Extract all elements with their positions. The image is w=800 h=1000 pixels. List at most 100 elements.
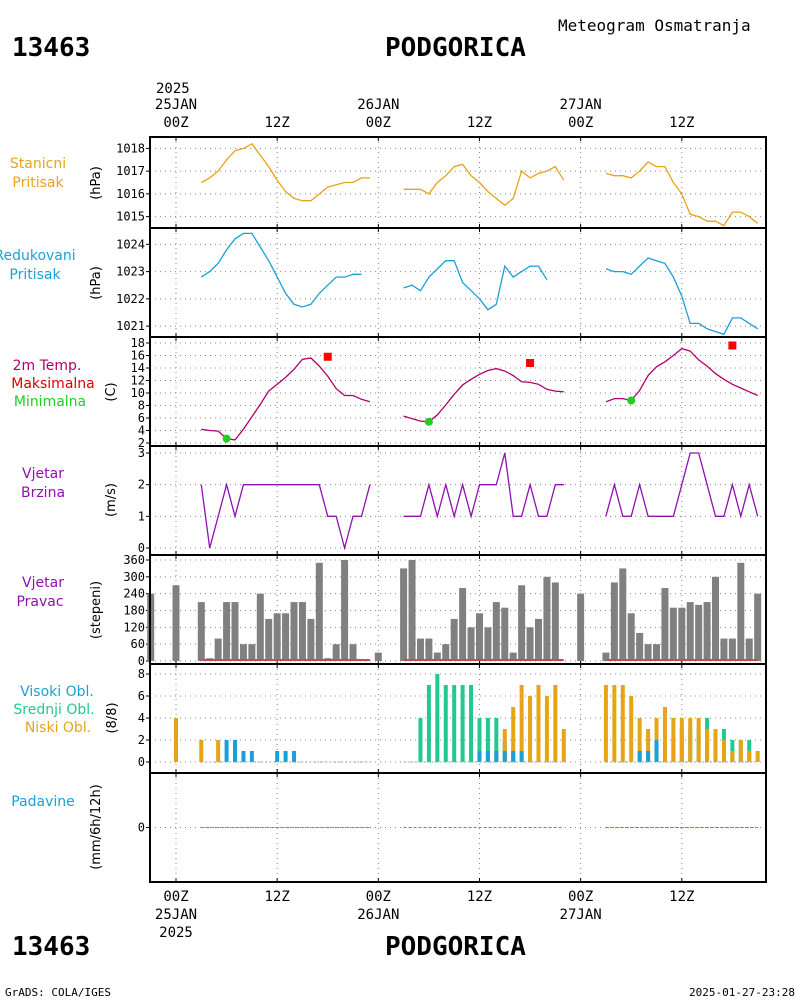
label-pressure-2: Pritisak (12, 175, 64, 191)
cloud-bar (528, 696, 533, 762)
unit-precip: (mm/6h/12h) (89, 784, 104, 870)
direction-bar (265, 618, 273, 661)
bottom-date-label: 27JAN (560, 907, 602, 923)
label-direction: Vjetar Pravac (16, 575, 64, 610)
direction-bar (492, 602, 500, 661)
label-temp-1: 2m Temp. (13, 358, 82, 374)
cloud-bar (561, 729, 566, 762)
direction-bar (509, 652, 517, 661)
direction-bar (425, 638, 433, 661)
y-tick-label: 1018 (116, 141, 145, 155)
cloud-bar (646, 729, 651, 762)
label-direction-2: Pravac (16, 594, 63, 610)
cloud-bar (435, 674, 440, 762)
label-pressure: Stanicni Pritisak (10, 156, 66, 191)
cloud-bar (460, 685, 465, 762)
direction-bar (290, 602, 298, 661)
label-reduced-1: Redukovani (0, 248, 76, 264)
tmax-point (728, 341, 737, 350)
label-reduced-2: Pritisak (9, 267, 61, 283)
direction-bar (703, 602, 711, 661)
station-name-bottom: PODGORICA (385, 932, 526, 962)
cloud-bar (612, 685, 617, 762)
y-tick-label: 180 (123, 604, 145, 618)
cloud-bar (216, 740, 221, 762)
panel-pressure: 1015 1016 1017 1018 (116, 136, 767, 229)
panel-frame (149, 772, 767, 883)
y-tick-label: 2 (138, 436, 145, 450)
cloud-bar (292, 751, 297, 762)
panel-frame (149, 227, 767, 338)
cloud-bar (519, 685, 524, 762)
label-reduced: Redukovani Pritisak (0, 248, 76, 283)
cloud-bar (283, 751, 288, 762)
y-tick-label: 16 (131, 349, 145, 363)
bottom-year-label: 2025 (159, 925, 193, 941)
top-time-axis: 25JAN 00Z 12Z 26JAN 00Z 12Z 27JAN 00Z 12Z (155, 97, 695, 131)
label-clouds-low: Niski Obl. (25, 720, 91, 736)
direction-bar (374, 652, 382, 661)
label-speed: Vjetar Brzina (21, 466, 65, 501)
cloud-bar (544, 696, 549, 762)
panel-clouds: 0 2 4 6 8 (138, 663, 767, 774)
direction-bar (341, 560, 349, 661)
direction-bar (577, 593, 585, 661)
direction-bar (543, 576, 551, 661)
label-temp: 2m Temp. Maksimalna Minimalna (11, 358, 95, 410)
direction-bar (737, 562, 745, 661)
cloud-bar (199, 740, 204, 762)
label-precip-1: Padavine (11, 794, 75, 810)
station-name-top: PODGORICA (385, 33, 526, 63)
label-temp-min: Minimalna (14, 394, 86, 410)
series-line-reduced (605, 257, 759, 336)
label-speed-2: Brzina (21, 485, 65, 501)
y-tick-label: 0 (138, 755, 145, 769)
label-speed-1: Vjetar (22, 466, 64, 482)
y-tick-label: 8 (138, 667, 145, 681)
direction-bar (644, 644, 652, 661)
top-date-label: 25JAN (155, 97, 197, 113)
station-id-top: 13463 (12, 33, 90, 63)
y-tick-label: 1017 (116, 164, 145, 178)
series-line-pressure (605, 161, 759, 227)
y-tick-label: 120 (123, 620, 145, 634)
cloud-bar (721, 740, 726, 762)
direction-bar (214, 638, 222, 661)
direction-bar (282, 613, 290, 661)
y-tick-label: 12 (131, 374, 145, 388)
tmax-point (323, 352, 332, 361)
direction-bar (484, 627, 492, 661)
direction-bar (475, 613, 483, 661)
cloud-bar (738, 740, 743, 762)
tmin-point (222, 434, 231, 443)
direction-bar (248, 644, 256, 661)
direction-bar (450, 618, 458, 661)
cloud-bar (502, 751, 507, 762)
cloud-bar (249, 751, 254, 762)
unit-temp: (C) (104, 382, 119, 401)
y-tick-label: 0 (138, 654, 145, 668)
cloud-bar (637, 751, 642, 762)
cloud-bar (671, 718, 676, 762)
direction-bar (653, 644, 661, 661)
direction-bar (518, 585, 526, 661)
cloud-bar (443, 685, 448, 762)
series-line-speed (200, 482, 371, 551)
bottom-hour-label: 12Z (265, 889, 290, 905)
panel-precip: 0 (138, 772, 767, 883)
cloud-bar (477, 718, 482, 762)
unit-clouds: (8/8) (105, 702, 120, 733)
cloud-bar (502, 729, 507, 762)
direction-bar (602, 652, 610, 661)
top-date-label: 26JAN (357, 97, 399, 113)
panel-speed: 0 1 2 3 (138, 445, 767, 556)
direction-bar (686, 602, 694, 661)
cloud-bar (747, 751, 752, 762)
top-hour-label: 00Z (163, 115, 188, 131)
series-line-pressure (200, 142, 370, 202)
top-year-label: 2025 (156, 81, 190, 97)
top-hour-label: 12Z (467, 115, 492, 131)
label-clouds-mid: Srednji Obl. (13, 702, 94, 718)
